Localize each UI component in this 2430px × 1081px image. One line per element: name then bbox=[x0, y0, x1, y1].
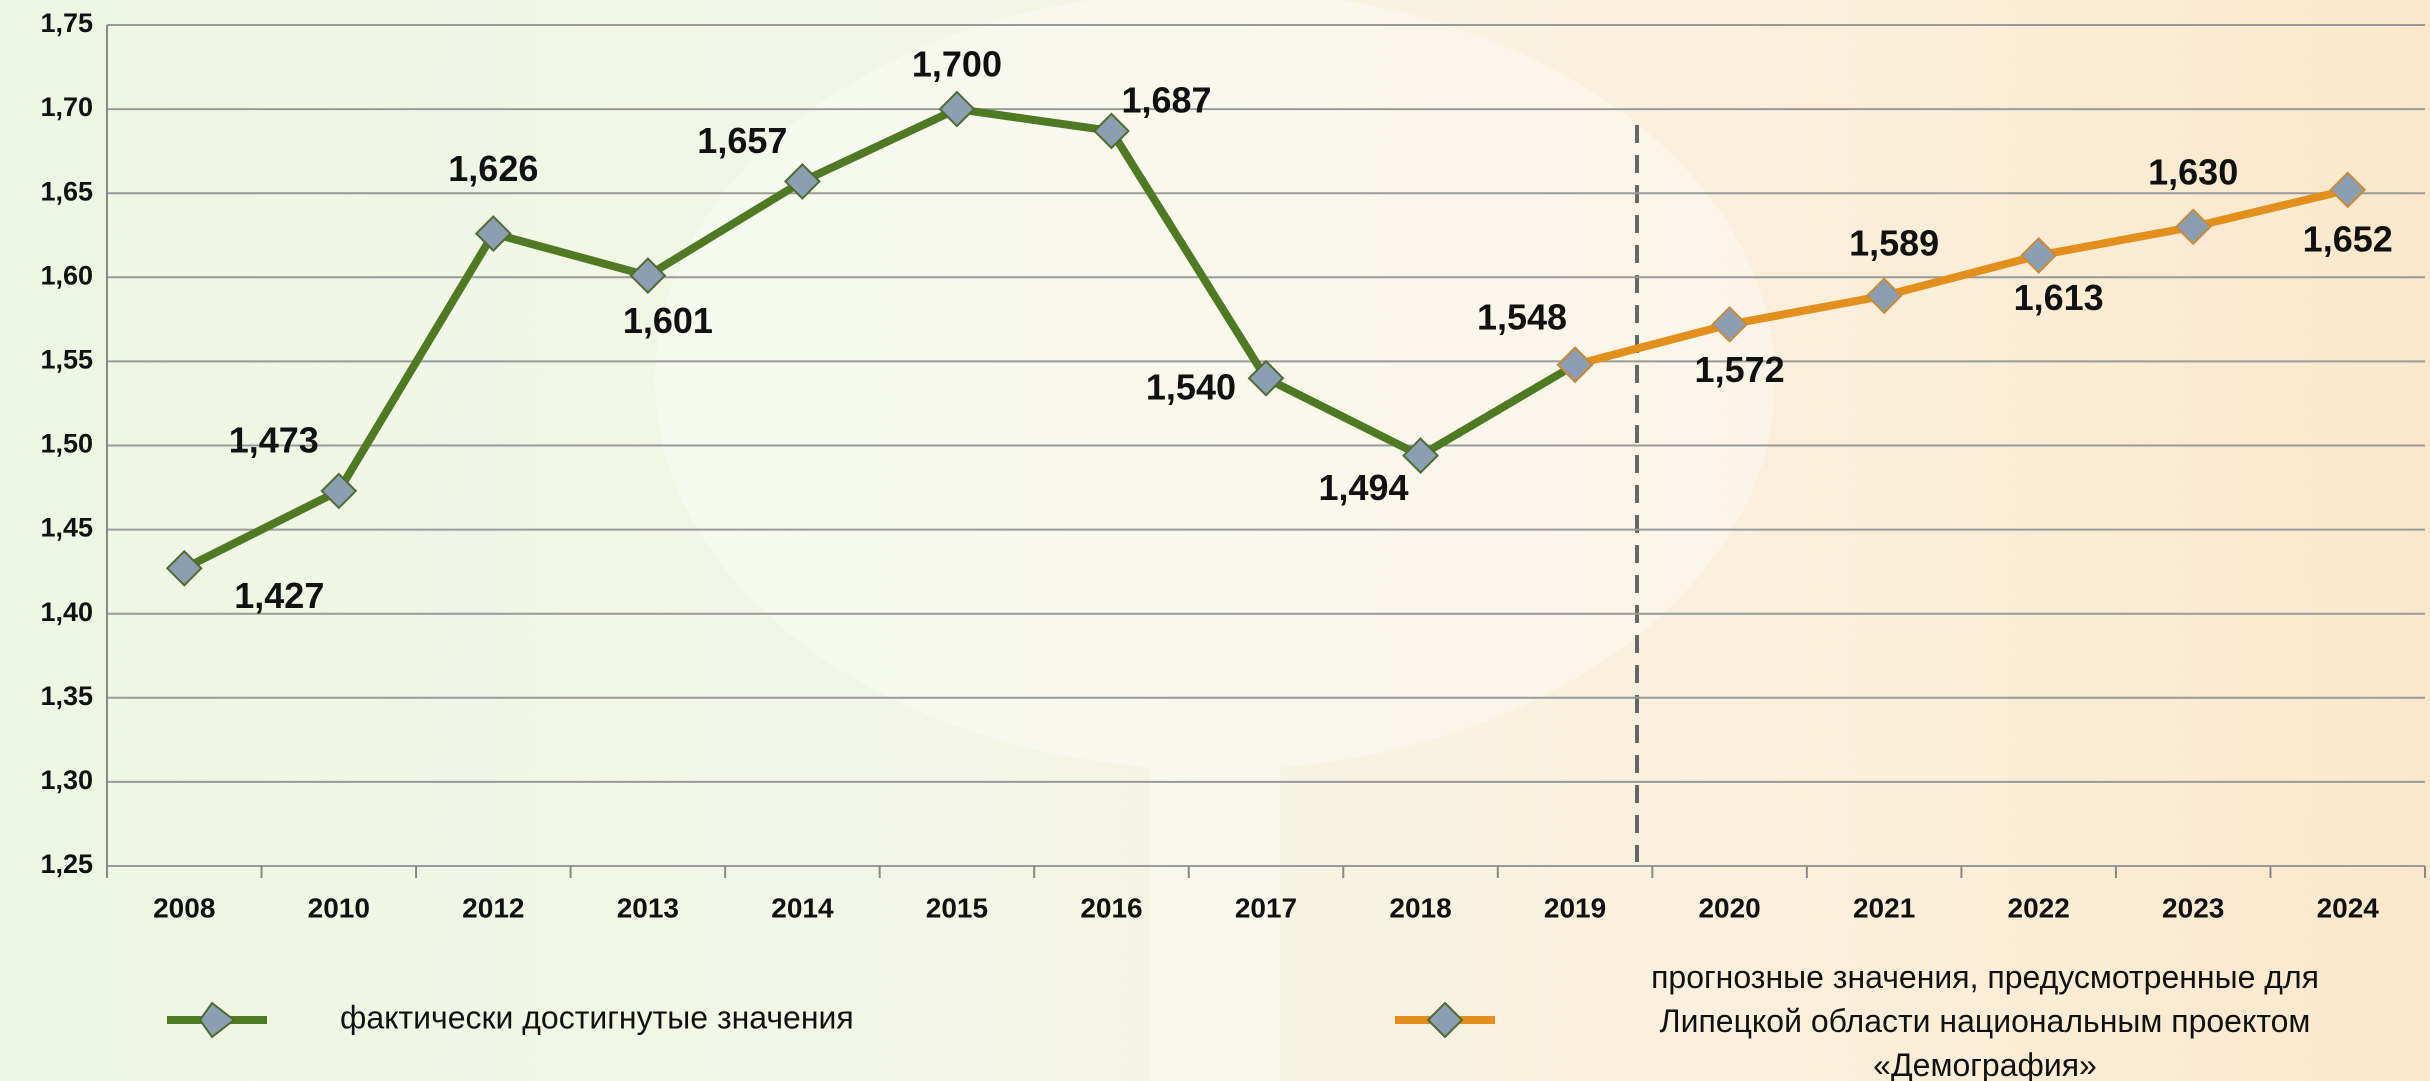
marker bbox=[1556, 346, 1594, 384]
y-tick-label: 1,30 bbox=[40, 765, 93, 795]
x-tick-label: 2017 bbox=[1235, 892, 1297, 923]
legend-marker bbox=[198, 1001, 236, 1039]
x-tick-label: 2018 bbox=[1389, 892, 1451, 923]
marker bbox=[320, 472, 358, 510]
data-label: 1,626 bbox=[448, 148, 538, 189]
x-tick-label: 2024 bbox=[2317, 892, 2380, 923]
data-label: 1,657 bbox=[697, 120, 787, 161]
x-tick-label: 2016 bbox=[1080, 892, 1142, 923]
marker bbox=[1711, 305, 1749, 343]
marker bbox=[1865, 277, 1903, 315]
marker bbox=[1247, 359, 1285, 397]
data-label: 1,601 bbox=[623, 300, 713, 341]
data-label: 1,494 bbox=[1318, 467, 1408, 508]
y-tick-label: 1,50 bbox=[40, 429, 93, 459]
marker bbox=[629, 257, 667, 295]
y-tick-label: 1,55 bbox=[40, 345, 93, 375]
x-tick-label: 2013 bbox=[617, 892, 679, 923]
x-tick-label: 2014 bbox=[771, 892, 834, 923]
marker bbox=[2329, 171, 2367, 209]
y-tick-label: 1,40 bbox=[40, 597, 93, 627]
data-label: 1,540 bbox=[1146, 367, 1236, 408]
marker bbox=[938, 90, 976, 128]
x-tick-label: 2023 bbox=[2162, 892, 2224, 923]
series-line bbox=[182, 105, 1578, 572]
data-label: 1,652 bbox=[2303, 218, 2393, 259]
marker bbox=[1402, 437, 1439, 475]
y-tick-label: 1,35 bbox=[40, 681, 93, 711]
data-label: 1,613 bbox=[2014, 277, 2104, 318]
data-label: 1,630 bbox=[2148, 151, 2238, 192]
marker bbox=[2020, 237, 2058, 274]
y-tick-label: 1,60 bbox=[40, 260, 93, 290]
y-tick-label: 1,75 bbox=[40, 8, 93, 38]
legend-marker bbox=[1426, 1001, 1464, 1039]
y-tick-label: 1,70 bbox=[40, 92, 93, 122]
y-tick-label: 1,65 bbox=[40, 176, 93, 206]
legend-label: фактически достигнутые значения bbox=[340, 999, 854, 1035]
data-label: 1,700 bbox=[912, 44, 1002, 85]
marker bbox=[783, 163, 821, 200]
data-label: 1,473 bbox=[229, 419, 319, 460]
data-label: 1,572 bbox=[1695, 349, 1785, 390]
data-label: 1,687 bbox=[1121, 79, 1211, 120]
marker bbox=[2174, 208, 2212, 246]
series-line bbox=[1574, 185, 2349, 369]
data-label: 1,548 bbox=[1477, 296, 1567, 337]
x-tick-label: 2015 bbox=[926, 892, 988, 923]
data-label: 1,427 bbox=[234, 575, 324, 616]
x-tick-label: 2008 bbox=[153, 892, 215, 923]
marker bbox=[165, 549, 203, 587]
marker bbox=[474, 215, 512, 252]
x-tick-label: 2022 bbox=[2008, 892, 2070, 923]
y-tick-label: 1,25 bbox=[40, 849, 93, 879]
marker bbox=[1093, 112, 1130, 150]
legend-label: прогнозные значения, предусмотренные для… bbox=[1651, 959, 2319, 1081]
data-label: 1,589 bbox=[1849, 222, 1939, 263]
x-tick-label: 2021 bbox=[1853, 892, 1915, 923]
x-tick-label: 2010 bbox=[308, 892, 370, 923]
x-tick-label: 2012 bbox=[462, 892, 524, 923]
x-tick-label: 2019 bbox=[1544, 892, 1606, 923]
x-tick-label: 2020 bbox=[1698, 892, 1760, 923]
y-tick-label: 1,45 bbox=[40, 513, 93, 543]
